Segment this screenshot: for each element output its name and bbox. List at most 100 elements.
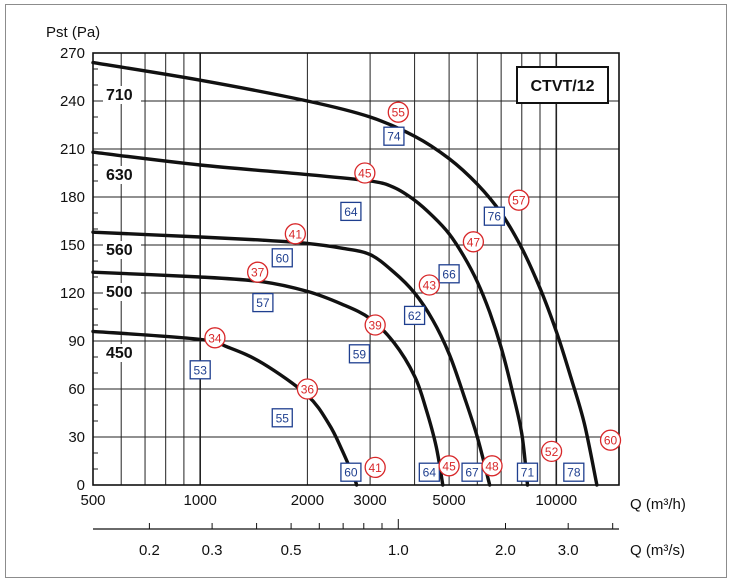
sound-pressure-marker: 43 (418, 274, 440, 296)
x-axis-label: Q (m³/h) (630, 496, 686, 513)
y-tick-label: 0 (77, 477, 85, 494)
y-tick-label: 60 (68, 381, 85, 398)
sound-power-marker: 71 (516, 462, 539, 482)
x-tick-label: 500 (80, 492, 105, 509)
sound-power-marker: 64 (418, 462, 440, 482)
marker-value: 74 (387, 130, 401, 144)
marker-value: 45 (442, 459, 456, 473)
sound-pressure-marker: 47 (462, 231, 485, 253)
sound-power-marker: 60 (340, 462, 362, 482)
marker-value: 60 (604, 434, 618, 448)
x-tick-label: 5000 (432, 492, 465, 509)
sound-pressure-marker: 60 (599, 429, 622, 451)
sound-power-marker: 67 (461, 462, 483, 482)
curve-label-bg (103, 241, 141, 259)
sound-pressure-marker: 37 (247, 261, 269, 283)
chart-frame (5, 4, 727, 578)
x2-tick-label: 0.3 (202, 542, 223, 559)
sound-power-marker: 57 (252, 292, 274, 313)
marker-value: 62 (408, 309, 422, 323)
marker-value: 39 (368, 319, 382, 333)
y-tick-label: 240 (60, 93, 85, 110)
sound-pressure-marker: 34 (204, 327, 226, 349)
marker-value: 57 (256, 296, 270, 310)
sound-pressure-marker: 48 (481, 455, 503, 477)
curve-label-450: 450 (106, 345, 133, 362)
secondary-axis: 0.2 0.3 0.5 1.0 2.0 3.0 (139, 519, 614, 559)
sound-power-marker: 74 (383, 126, 405, 146)
curve-label-bg (103, 344, 141, 362)
sound-pressure-marker: 45 (354, 162, 376, 184)
marker-value: 36 (301, 383, 315, 397)
y-tick-label: 180 (60, 189, 85, 206)
marker-value: 47 (467, 235, 481, 249)
sound-power-marker: 76 (483, 206, 506, 226)
y-tick-label: 150 (60, 237, 85, 254)
marker-value: 71 (521, 466, 535, 480)
x2-tick-label: 2.0 (495, 542, 516, 559)
marker-value: 66 (442, 267, 456, 281)
curve-label-bg (103, 86, 141, 104)
x2-axis-label: Q (m³/s) (630, 542, 685, 559)
y-axis-label: Pst (Pa) (46, 24, 100, 41)
sound-power-marker: 78 (563, 462, 585, 482)
marker-value: 43 (423, 279, 437, 293)
sound-power-marker: 62 (403, 305, 426, 326)
marker-value: 78 (567, 466, 581, 480)
marker-value: 37 (251, 266, 265, 280)
curve-label-710: 710 (106, 87, 133, 104)
sound-pressure-marker: 41 (284, 223, 306, 245)
sound-power-marker: 59 (348, 344, 371, 364)
marker-value: 34 (208, 331, 222, 345)
marker-value: 57 (512, 194, 526, 208)
curve-630 (91, 150, 530, 487)
sound-pressure-marker: 36 (296, 378, 319, 400)
marker-value: 53 (194, 363, 208, 377)
curve-560 (91, 230, 492, 487)
marker-value: 76 (488, 210, 502, 224)
marker-value: 60 (344, 466, 358, 480)
y-tick-label: 270 (60, 45, 85, 62)
sound-power-marker: 55 (271, 408, 293, 428)
curves: 710 630 560 500 450 (91, 60, 599, 487)
marker-value: 41 (368, 461, 382, 475)
x-tick-label: 3000 (353, 492, 386, 509)
y-tick-label: 90 (68, 333, 85, 350)
marker-value: 45 (358, 167, 372, 181)
sound-power-marker: 66 (438, 264, 460, 284)
marker-value: 52 (545, 445, 559, 459)
marker-value: 59 (353, 347, 367, 361)
sound-pressure-marker: 39 (364, 314, 386, 336)
curve-label-630: 630 (106, 167, 133, 184)
marker-value: 55 (392, 106, 406, 120)
marker-value: 64 (423, 466, 437, 480)
noise-markers: 74 64 60 57 53 76 66 62 59 55 60 64 67 71 78 55 45 41 37 34… (189, 101, 622, 482)
x2-tick-label: 1.0 (388, 542, 409, 559)
marker-value: 64 (344, 205, 358, 219)
sound-power-marker: 64 (340, 201, 362, 222)
y-tick-label: 210 (60, 141, 85, 158)
marker-value: 67 (465, 466, 479, 480)
marker-value: 48 (485, 459, 499, 473)
y-tick-label: 30 (68, 429, 85, 446)
sound-pressure-marker: 52 (540, 440, 563, 463)
labels: Pst (Pa) Q (m³/h) Q (m³/s) CTVT/12 (46, 24, 686, 559)
grid: 0 30 60 90 120 150 180 210 240 270 500 1000 2000 3000… (60, 45, 619, 509)
sound-power-marker: 53 (189, 360, 211, 380)
marker-value: 41 (289, 227, 303, 241)
curve-label-bg (103, 166, 141, 184)
curve-label-560: 560 (106, 242, 133, 259)
x-tick-label: 10000 (535, 492, 577, 509)
x2-tick-label: 3.0 (558, 542, 579, 559)
curve-label-500: 500 (106, 284, 133, 301)
sound-pressure-marker: 45 (438, 455, 460, 477)
sound-pressure-marker: 57 (508, 189, 530, 211)
sound-pressure-marker: 41 (364, 456, 386, 479)
sound-pressure-marker: 55 (387, 101, 409, 123)
sound-power-marker: 60 (271, 248, 293, 268)
x-tick-label: 2000 (291, 492, 324, 509)
x2-tick-label: 0.5 (281, 542, 302, 559)
curve-label-bg (103, 283, 141, 301)
marker-value: 60 (276, 251, 290, 265)
x-tick-label: 1000 (184, 492, 217, 509)
